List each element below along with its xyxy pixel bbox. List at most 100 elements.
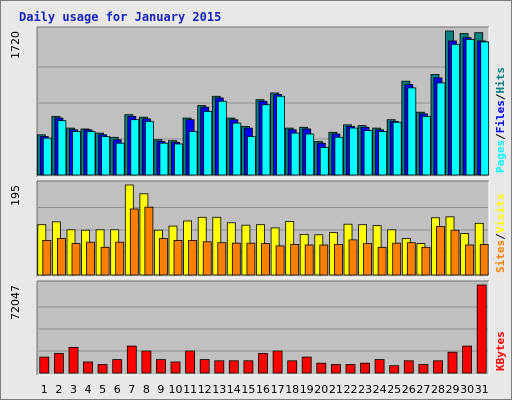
x-tick-day-3: 3 [70, 383, 77, 396]
x-tick-day-30: 30 [460, 383, 474, 396]
x-tick-day-21: 21 [329, 383, 343, 396]
bar-sites-day-11 [188, 239, 198, 276]
bar-kbytes-day-7 [126, 345, 137, 374]
x-tick-day-22: 22 [344, 383, 358, 396]
x-tick-day-17: 17 [271, 383, 285, 396]
bar-kbytes-day-29 [447, 351, 458, 374]
bar-sites-day-22 [348, 239, 358, 276]
bar-kbytes-day-19 [301, 356, 312, 374]
bar-pages-day-30 [465, 39, 475, 176]
bar-pages-day-19 [305, 133, 315, 176]
bar-kbytes-day-2 [54, 353, 64, 374]
bar-pages-day-7 [130, 119, 140, 176]
bar-kbytes-day-8 [141, 350, 152, 374]
x-tick-day-27: 27 [416, 383, 430, 396]
bar-kbytes-day-11 [185, 350, 196, 374]
bar-sites-day-31 [479, 244, 489, 276]
bar-pages-day-12 [203, 111, 213, 176]
x-tick-day-9: 9 [157, 383, 164, 396]
y-max-label: 72047 [9, 285, 22, 320]
bar-pages-day-23 [363, 130, 373, 176]
bar-pages-day-24 [378, 131, 388, 176]
legend-pages: Pages [494, 140, 507, 173]
bar-pages-day-21 [334, 136, 344, 176]
x-tick-day-24: 24 [373, 383, 387, 396]
bar-sites-day-27 [421, 246, 431, 276]
bar-pages-day-27 [421, 116, 431, 176]
panel-visits-sites: 195 Sites/Visits [9, 180, 507, 278]
x-tick-day-13: 13 [212, 383, 226, 396]
bar-pages-day-5 [101, 136, 110, 176]
legend-kbytes: KBytes [494, 331, 507, 371]
bar-sites-day-4 [86, 241, 95, 276]
bar-kbytes-day-22 [345, 364, 356, 374]
bar-sites-day-6 [115, 241, 125, 276]
bar-sites-day-16 [261, 243, 270, 276]
legend-kbytes: KBytes [494, 331, 507, 371]
bar-pages-day-29 [451, 44, 460, 176]
bar-kbytes-day-25 [389, 365, 400, 374]
bar-kbytes-day-26 [403, 360, 414, 374]
bar-kbytes-day-28 [433, 360, 443, 374]
bar-kbytes-day-17 [272, 350, 283, 374]
x-tick-day-6: 6 [114, 383, 121, 396]
bar-sites-day-20 [319, 244, 329, 276]
bar-kbytes-day-9 [155, 359, 166, 374]
bar-kbytes-day-12 [199, 359, 210, 374]
bar-pages-day-10 [174, 143, 183, 176]
x-tick-day-31: 31 [475, 383, 489, 396]
bar-pages-day-4 [86, 131, 96, 176]
legend-visits: Visits [494, 194, 507, 234]
x-tick-day-16: 16 [256, 383, 270, 396]
bar-sites-day-15 [246, 242, 256, 276]
bar-sites-day-10 [173, 239, 183, 276]
bar-pages-day-6 [115, 142, 125, 176]
bar-sites-day-14 [231, 242, 241, 276]
bar-sites-day-1 [42, 239, 52, 276]
bar-pages-day-8 [144, 121, 154, 176]
legend-hits-files-pages: Pages/Files/Hits [494, 67, 507, 173]
bar-pages-day-26 [407, 87, 417, 176]
x-tick-day-2: 2 [55, 383, 62, 396]
bar-pages-day-11 [188, 131, 198, 176]
bar-kbytes-day-23 [360, 362, 371, 374]
bar-sites-day-2 [57, 238, 66, 276]
bar-kbytes-day-5 [97, 364, 108, 374]
bar-sites-day-3 [71, 243, 81, 276]
bar-kbytes-day-3 [68, 346, 79, 374]
bar-kbytes-day-31 [476, 284, 487, 374]
bar-sites-day-21 [333, 244, 343, 276]
bar-pages-day-28 [436, 82, 446, 176]
bar-pages-day-17 [276, 95, 286, 176]
bar-sites-day-12 [202, 241, 212, 276]
x-tick-day-28: 28 [431, 383, 445, 396]
bar-pages-day-22 [349, 127, 358, 176]
legend-visits-sites: Sites/Visits [494, 194, 507, 274]
x-tick-day-8: 8 [143, 383, 150, 396]
bar-pages-day-1 [42, 137, 52, 176]
bar-kbytes-day-13 [214, 360, 225, 374]
bar-kbytes-day-30 [462, 345, 473, 374]
x-tick-day-10: 10 [169, 383, 183, 396]
bar-sites-day-5 [100, 246, 110, 276]
bar-sites-day-9 [158, 238, 168, 276]
bar-kbytes-day-18 [287, 360, 298, 374]
bar-sites-day-17 [275, 245, 285, 276]
bar-pages-day-15 [246, 136, 256, 176]
bar-pages-day-14 [232, 122, 242, 176]
legend-hits: Hits [494, 67, 507, 94]
bar-kbytes-day-14 [228, 360, 239, 374]
x-tick-day-23: 23 [358, 383, 372, 396]
bar-kbytes-day-20 [316, 362, 327, 374]
x-tick-day-14: 14 [227, 383, 241, 396]
bar-kbytes-day-27 [418, 364, 429, 374]
x-tick-day-15: 15 [241, 383, 255, 396]
x-tick-day-1: 1 [41, 383, 48, 396]
bar-pages-day-9 [159, 142, 169, 176]
bar-sites-day-23 [363, 243, 373, 276]
x-tick-day-18: 18 [285, 383, 299, 396]
bar-kbytes-day-21 [330, 364, 341, 374]
